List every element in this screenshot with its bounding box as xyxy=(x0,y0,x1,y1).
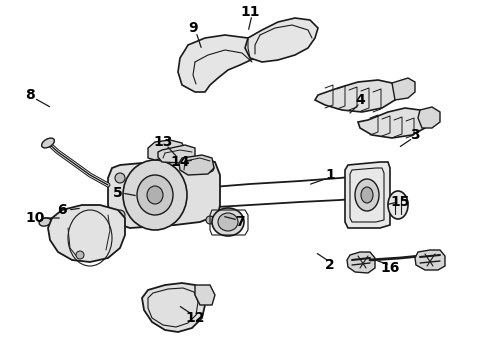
Text: 2: 2 xyxy=(325,258,335,272)
Polygon shape xyxy=(345,162,390,228)
Polygon shape xyxy=(415,250,445,270)
Polygon shape xyxy=(347,252,375,273)
Polygon shape xyxy=(148,140,185,160)
Text: 10: 10 xyxy=(25,211,45,225)
Text: 3: 3 xyxy=(410,128,420,142)
Text: 7: 7 xyxy=(235,215,245,229)
Ellipse shape xyxy=(206,216,214,224)
Polygon shape xyxy=(178,35,260,92)
Ellipse shape xyxy=(137,175,173,215)
Ellipse shape xyxy=(212,208,244,236)
Text: 9: 9 xyxy=(188,21,198,35)
Polygon shape xyxy=(315,80,398,112)
Text: 11: 11 xyxy=(240,5,260,19)
Text: 13: 13 xyxy=(153,135,172,149)
Ellipse shape xyxy=(115,210,125,220)
Polygon shape xyxy=(179,155,214,175)
Polygon shape xyxy=(158,145,195,163)
Text: 1: 1 xyxy=(325,168,335,182)
Text: 15: 15 xyxy=(390,195,410,209)
Ellipse shape xyxy=(42,138,54,148)
Ellipse shape xyxy=(115,173,125,183)
Polygon shape xyxy=(195,285,215,305)
Ellipse shape xyxy=(388,191,408,219)
Ellipse shape xyxy=(218,213,238,231)
Text: 4: 4 xyxy=(355,93,365,107)
Polygon shape xyxy=(392,78,415,100)
Text: 8: 8 xyxy=(25,88,35,102)
Text: 6: 6 xyxy=(57,203,67,217)
Ellipse shape xyxy=(361,187,373,203)
Polygon shape xyxy=(48,205,125,262)
Ellipse shape xyxy=(76,251,84,259)
Ellipse shape xyxy=(123,160,187,230)
Text: 12: 12 xyxy=(185,311,205,325)
Text: 14: 14 xyxy=(170,155,190,169)
Ellipse shape xyxy=(39,218,51,226)
Polygon shape xyxy=(418,107,440,128)
Text: 5: 5 xyxy=(113,186,123,200)
Ellipse shape xyxy=(355,179,379,211)
Text: 16: 16 xyxy=(380,261,400,275)
Ellipse shape xyxy=(147,186,163,204)
Polygon shape xyxy=(142,283,205,332)
Ellipse shape xyxy=(206,164,214,172)
Polygon shape xyxy=(358,108,428,138)
Polygon shape xyxy=(245,18,318,62)
Polygon shape xyxy=(108,158,220,228)
